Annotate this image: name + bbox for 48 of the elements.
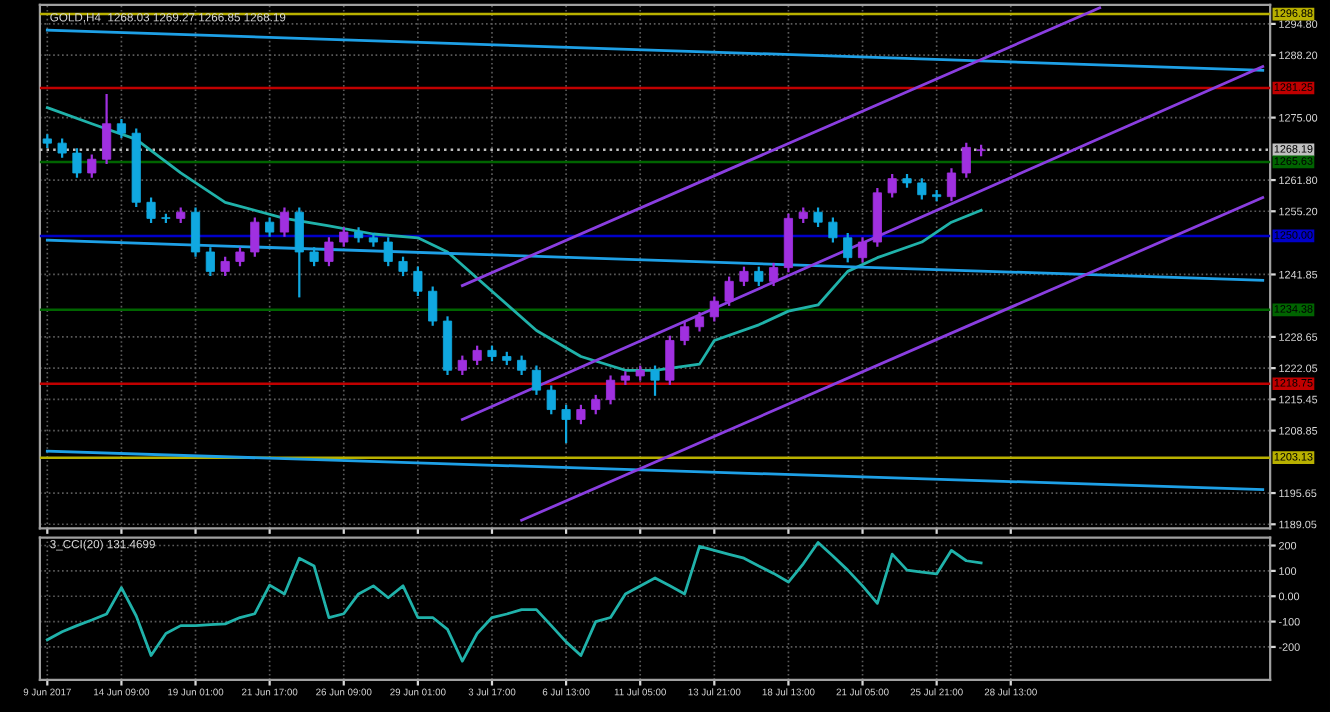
- candlestick: [813, 206, 823, 229]
- candlestick: [739, 265, 749, 288]
- candlestick: [576, 403, 586, 426]
- candlestick: [546, 384, 556, 416]
- candlestick: [917, 177, 927, 201]
- candlestick: [605, 374, 616, 406]
- candlestick: [102, 92, 112, 166]
- candlestick: [843, 231, 853, 264]
- candlestick: [857, 236, 868, 264]
- candlestick: [828, 216, 838, 244]
- candlestick: [961, 141, 971, 179]
- candlestick: [235, 246, 245, 268]
- candlestick: [457, 354, 467, 377]
- candlestick: [339, 226, 349, 248]
- candlestick: [946, 167, 957, 203]
- candlestick: [650, 364, 660, 397]
- candlestick: [87, 153, 97, 179]
- candlestick: [680, 320, 690, 347]
- candlestick: [250, 216, 260, 258]
- candlestick: [665, 334, 675, 387]
- candlestick: [57, 137, 67, 159]
- candlestick: [472, 344, 482, 367]
- line-series: [45, 541, 983, 663]
- candlestick: [724, 275, 734, 308]
- candlestick: [413, 265, 423, 298]
- candlestick: [769, 261, 779, 288]
- candlestick: [294, 206, 304, 299]
- candlestick: [694, 310, 705, 333]
- candlestick: [383, 236, 393, 268]
- candlestick: [709, 295, 719, 323]
- candlestick: [561, 403, 571, 445]
- candlestick: [887, 172, 897, 199]
- candlestick: [309, 246, 319, 268]
- candlestick: [754, 265, 764, 288]
- candlestick: [279, 206, 290, 238]
- candlestick: [324, 236, 334, 268]
- candlestick: [220, 255, 230, 278]
- candlestick: [205, 246, 215, 278]
- candlestick: [116, 117, 126, 140]
- candlestick: [146, 196, 156, 225]
- candlestick: [531, 364, 542, 396]
- candlestick: [428, 285, 438, 327]
- candlestick: [517, 354, 527, 377]
- candlestick: [591, 393, 601, 416]
- candlestick: [265, 216, 275, 238]
- candlestick: [398, 255, 408, 278]
- candlestick: [190, 206, 201, 258]
- candlestick: [72, 147, 82, 179]
